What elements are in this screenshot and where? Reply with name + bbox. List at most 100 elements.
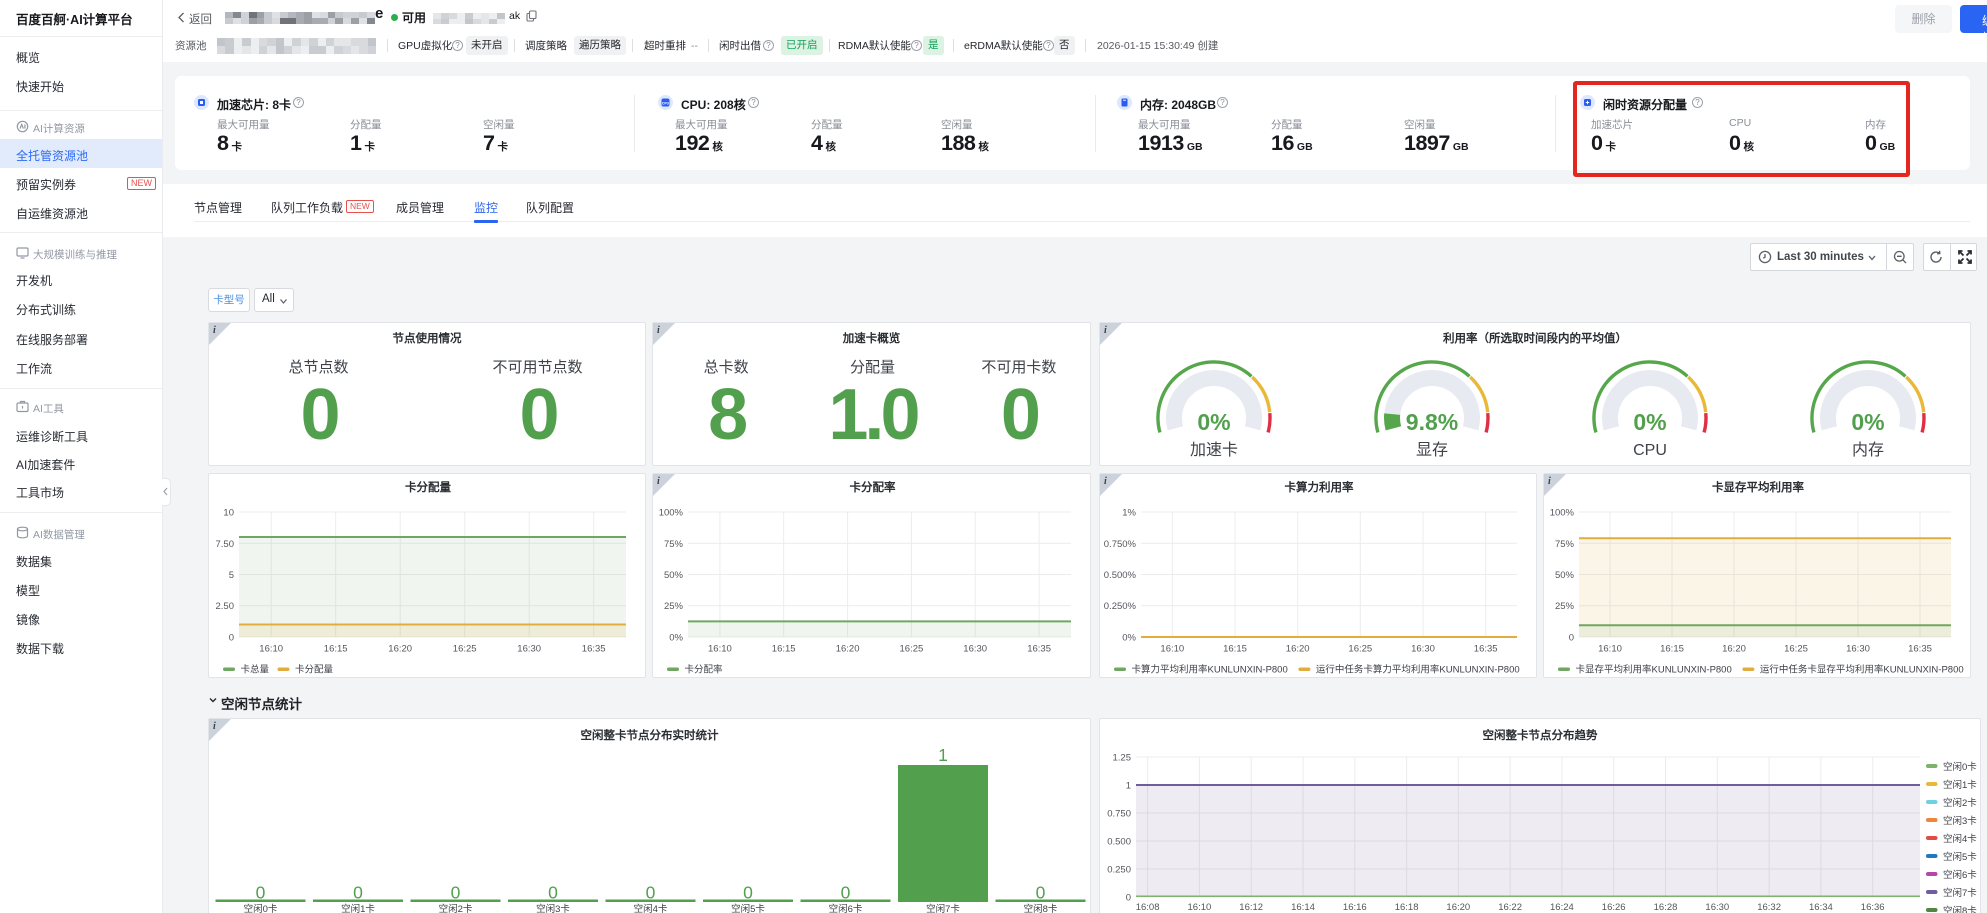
svg-text:16:10: 16:10: [1598, 644, 1622, 655]
svg-text:运行中任务卡显存平均利用率KUNLUNXIN-P800: 运行中任务卡显存平均利用率KUNLUNXIN-P800: [1760, 664, 1964, 676]
svg-text:7.50: 7.50: [216, 539, 235, 550]
svg-text:0.500%: 0.500%: [1104, 570, 1137, 581]
svg-text:0: 0: [1126, 893, 1131, 904]
svg-text:0: 0: [1036, 883, 1046, 903]
svg-text:16:20: 16:20: [1722, 644, 1746, 655]
svg-text:卡分配率: 卡分配率: [685, 664, 724, 676]
svg-text:空闲0卡: 空闲0卡: [1943, 761, 1977, 773]
svg-text:100%: 100%: [659, 508, 684, 519]
svg-text:16:20: 16:20: [388, 644, 412, 655]
svg-text:卡分配量: 卡分配量: [405, 480, 451, 494]
svg-text:16:35: 16:35: [1027, 644, 1051, 655]
svg-text:16:15: 16:15: [1660, 644, 1684, 655]
svg-text:16:25: 16:25: [1784, 644, 1808, 655]
svg-text:0.750%: 0.750%: [1104, 539, 1137, 550]
svg-text:0: 0: [548, 883, 558, 903]
svg-text:空闲1卡: 空闲1卡: [1943, 779, 1977, 791]
svg-text:0: 0: [353, 883, 363, 903]
svg-text:16:20: 16:20: [836, 644, 860, 655]
svg-text:空闲1卡: 空闲1卡: [341, 903, 375, 913]
svg-text:0.250: 0.250: [1107, 865, 1131, 876]
svg-text:卡显存平均利用率: 卡显存平均利用率: [1712, 480, 1804, 494]
svg-text:16:20: 16:20: [1286, 644, 1310, 655]
svg-text:卡算力利用率: 卡算力利用率: [1285, 480, 1354, 494]
svg-text:25%: 25%: [664, 601, 684, 612]
svg-text:0%: 0%: [1122, 633, 1136, 644]
svg-text:16:16: 16:16: [1343, 902, 1367, 913]
svg-text:0.500: 0.500: [1107, 837, 1131, 848]
svg-text:16:15: 16:15: [1223, 644, 1247, 655]
svg-text:50%: 50%: [1555, 570, 1575, 581]
svg-text:空闲5卡: 空闲5卡: [1943, 851, 1977, 863]
svg-text:16:28: 16:28: [1654, 902, 1678, 913]
svg-text:1%: 1%: [1122, 508, 1136, 519]
svg-text:100%: 100%: [1550, 508, 1575, 519]
svg-text:16:34: 16:34: [1809, 902, 1833, 913]
svg-text:16:15: 16:15: [772, 644, 796, 655]
svg-text:卡分配率: 卡分配率: [850, 480, 896, 494]
svg-text:空闲3卡: 空闲3卡: [1943, 815, 1977, 827]
svg-text:16:32: 16:32: [1757, 902, 1781, 913]
svg-text:16:15: 16:15: [324, 644, 348, 655]
svg-text:空闲8卡: 空闲8卡: [1943, 905, 1977, 913]
svg-text:0: 0: [1569, 633, 1574, 644]
svg-text:0: 0: [841, 883, 851, 903]
svg-text:50%: 50%: [664, 570, 684, 581]
svg-text:16:30: 16:30: [517, 644, 541, 655]
svg-text:显存: 显存: [1416, 441, 1448, 459]
svg-text:卡总量: 卡总量: [241, 664, 270, 676]
svg-text:16:10: 16:10: [259, 644, 283, 655]
svg-text:空闲2卡: 空闲2卡: [439, 903, 473, 913]
svg-text:卡分配量: 卡分配量: [295, 664, 334, 676]
svg-text:5: 5: [229, 570, 234, 581]
svg-text:空闲7卡: 空闲7卡: [926, 903, 960, 913]
svg-text:16:30: 16:30: [963, 644, 987, 655]
svg-text:运行中任务卡算力平均利用率KUNLUNXIN-P800: 运行中任务卡算力平均利用率KUNLUNXIN-P800: [1316, 664, 1520, 676]
svg-text:卡算力平均利用率KUNLUNXIN-P800: 卡算力平均利用率KUNLUNXIN-P800: [1132, 664, 1288, 676]
svg-text:空闲4卡: 空闲4卡: [1943, 833, 1977, 845]
svg-text:16:35: 16:35: [582, 644, 606, 655]
svg-text:空闲6卡: 空闲6卡: [1943, 869, 1977, 881]
svg-text:1: 1: [938, 745, 948, 765]
svg-text:0: 0: [743, 883, 753, 903]
svg-text:空闲3卡: 空闲3卡: [536, 903, 570, 913]
svg-text:16:20: 16:20: [1446, 902, 1470, 913]
svg-text:0%: 0%: [1633, 409, 1666, 435]
svg-text:CPU: CPU: [1633, 442, 1667, 459]
svg-text:16:10: 16:10: [1160, 644, 1184, 655]
svg-text:16:24: 16:24: [1550, 902, 1574, 913]
svg-text:空闲7卡: 空闲7卡: [1943, 887, 1977, 899]
svg-text:16:10: 16:10: [708, 644, 732, 655]
svg-text:0%: 0%: [1197, 409, 1230, 435]
svg-text:16:30: 16:30: [1846, 644, 1870, 655]
svg-text:16:14: 16:14: [1291, 902, 1315, 913]
svg-text:2.50: 2.50: [216, 601, 235, 612]
svg-text:16:36: 16:36: [1861, 902, 1885, 913]
svg-text:0: 0: [256, 883, 266, 903]
svg-text:1.25: 1.25: [1113, 753, 1132, 764]
svg-text:0.250%: 0.250%: [1104, 601, 1137, 612]
svg-text:16:26: 16:26: [1602, 902, 1626, 913]
svg-text:75%: 75%: [664, 539, 684, 550]
svg-text:0.750: 0.750: [1107, 809, 1131, 820]
svg-text:0: 0: [646, 883, 656, 903]
svg-text:空闲0卡: 空闲0卡: [244, 903, 278, 913]
svg-text:75%: 75%: [1555, 539, 1575, 550]
svg-text:16:10: 16:10: [1188, 902, 1212, 913]
svg-text:16:18: 16:18: [1395, 902, 1419, 913]
svg-text:1: 1: [1126, 781, 1131, 792]
svg-text:16:30: 16:30: [1411, 644, 1435, 655]
svg-text:0%: 0%: [1851, 409, 1884, 435]
svg-text:卡显存平均利用率KUNLUNXIN-P800: 卡显存平均利用率KUNLUNXIN-P800: [1576, 664, 1732, 676]
svg-text:CPU: CPU: [662, 101, 670, 105]
svg-text:空闲4卡: 空闲4卡: [634, 903, 668, 913]
svg-text:16:30: 16:30: [1705, 902, 1729, 913]
svg-text:内存: 内存: [1852, 441, 1884, 459]
svg-text:16:22: 16:22: [1498, 902, 1522, 913]
svg-text:16:35: 16:35: [1908, 644, 1932, 655]
svg-text:0: 0: [229, 633, 234, 644]
svg-text:空闲5卡: 空闲5卡: [731, 903, 765, 913]
svg-text:0%: 0%: [669, 633, 683, 644]
svg-text:16:25: 16:25: [453, 644, 477, 655]
svg-text:空闲6卡: 空闲6卡: [829, 903, 863, 913]
